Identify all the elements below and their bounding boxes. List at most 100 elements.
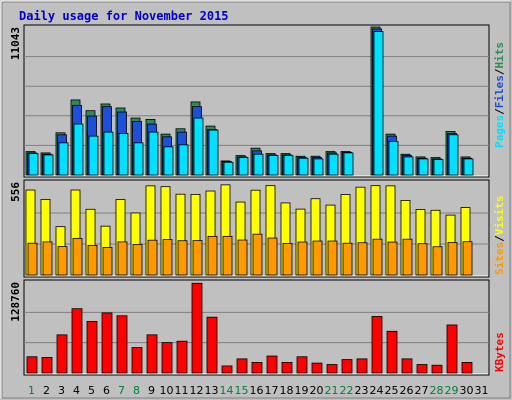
bar-pages-17 bbox=[268, 155, 279, 176]
bar-sites-6 bbox=[102, 247, 113, 276]
bar-pages-7 bbox=[118, 133, 129, 176]
bar-kbytes-21 bbox=[326, 364, 338, 374]
bar-sites-2 bbox=[42, 241, 53, 276]
x-tick-label-18: 18 bbox=[280, 384, 294, 397]
x-tick-label-28: 28 bbox=[430, 384, 444, 397]
bar-sites-27 bbox=[417, 243, 428, 276]
x-tick-label-12: 12 bbox=[190, 384, 204, 397]
bar-kbytes-27 bbox=[416, 364, 428, 374]
bar-kbytes-15 bbox=[236, 358, 248, 374]
bar-kbytes-24 bbox=[371, 316, 383, 374]
bar-kbytes-22 bbox=[341, 359, 353, 374]
bar-sites-21 bbox=[327, 240, 338, 276]
bar-sites-20 bbox=[312, 240, 323, 276]
bar-sites-19 bbox=[297, 241, 308, 276]
bar-kbytes-14 bbox=[221, 365, 233, 374]
x-tick-label-11: 11 bbox=[175, 384, 189, 397]
bar-kbytes-12 bbox=[191, 282, 203, 374]
x-tick-label-20: 20 bbox=[310, 384, 324, 397]
x-tick-label-10: 10 bbox=[160, 384, 174, 397]
bar-pages-13 bbox=[208, 129, 219, 176]
bar-pages-6 bbox=[103, 131, 114, 176]
x-tick-label-27: 27 bbox=[415, 384, 429, 397]
bar-kbytes-16 bbox=[251, 361, 263, 374]
bar-pages-4 bbox=[73, 123, 84, 176]
bar-sites-15 bbox=[237, 239, 248, 276]
panel-kbytes: 128760 KBytes bbox=[9, 279, 506, 376]
bar-sites-26 bbox=[402, 238, 413, 276]
x-tick-label-30: 30 bbox=[460, 384, 474, 397]
y-max-label: 556 bbox=[9, 182, 22, 202]
x-tick-label-17: 17 bbox=[265, 384, 279, 397]
bar-pages-28 bbox=[433, 159, 444, 176]
x-tick-label-7: 7 bbox=[118, 384, 125, 397]
bar-sites-29 bbox=[447, 242, 458, 276]
legend-separator: / bbox=[493, 68, 506, 75]
x-tick-label-6: 6 bbox=[103, 384, 110, 397]
bar-sites-8 bbox=[132, 243, 143, 276]
bar-kbytes-5 bbox=[86, 321, 98, 374]
bar-kbytes-8 bbox=[131, 347, 143, 374]
bar-pages-11 bbox=[178, 144, 189, 176]
bar-kbytes-2 bbox=[41, 357, 53, 374]
bar-pages-16 bbox=[253, 153, 264, 176]
bar-kbytes-25 bbox=[386, 330, 398, 374]
bar-pages-30 bbox=[463, 158, 474, 176]
x-tick-label-29: 29 bbox=[445, 384, 459, 397]
x-tick-label-26: 26 bbox=[400, 384, 414, 397]
bar-sites-10 bbox=[162, 239, 173, 276]
x-tick-label-3: 3 bbox=[58, 384, 65, 397]
bar-sites-24 bbox=[372, 238, 383, 276]
legend-entry-sites: Sites bbox=[493, 242, 506, 275]
bar-pages-8 bbox=[133, 142, 144, 176]
bar-kbytes-1 bbox=[26, 356, 38, 374]
bar-sites-30 bbox=[462, 241, 473, 276]
bar-kbytes-18 bbox=[281, 361, 293, 374]
bar-sites-12 bbox=[192, 240, 203, 276]
bar-kbytes-26 bbox=[401, 358, 413, 374]
bar-kbytes-28 bbox=[431, 364, 443, 374]
bar-pages-22 bbox=[343, 152, 354, 176]
x-tick-label-2: 2 bbox=[43, 384, 50, 397]
y-max-label: 11043 bbox=[9, 27, 22, 60]
bar-kbytes-10 bbox=[161, 342, 173, 374]
bar-sites-28 bbox=[432, 246, 443, 276]
bar-pages-19 bbox=[298, 157, 309, 176]
x-tick-label-15: 15 bbox=[235, 384, 249, 397]
bar-kbytes-30 bbox=[461, 361, 473, 374]
legend-entry-hits: Hits bbox=[493, 42, 506, 69]
bar-sites-17 bbox=[267, 237, 278, 276]
legend-kbytes: KBytes bbox=[493, 332, 506, 372]
bar-kbytes-6 bbox=[101, 312, 113, 374]
x-tick-label-8: 8 bbox=[133, 384, 140, 397]
x-tick-label-9: 9 bbox=[148, 384, 155, 397]
bar-pages-5 bbox=[88, 135, 99, 176]
bar-sites-13 bbox=[207, 235, 218, 276]
bar-sites-16 bbox=[252, 233, 263, 276]
legend-visits-sites: Sites/Visits bbox=[493, 196, 506, 276]
bar-kbytes-23 bbox=[356, 358, 368, 374]
x-tick-label-14: 14 bbox=[220, 384, 234, 397]
bar-pages-1 bbox=[28, 153, 39, 176]
legend-entry-files: Files bbox=[493, 75, 506, 108]
x-tick-label-5: 5 bbox=[88, 384, 95, 397]
y-max-label: 128760 bbox=[9, 282, 22, 322]
bar-kbytes-20 bbox=[311, 362, 323, 374]
bar-sites-3 bbox=[57, 246, 68, 276]
bar-pages-2 bbox=[43, 154, 54, 176]
bar-sites-14 bbox=[222, 235, 233, 276]
bar-sites-22 bbox=[342, 242, 353, 276]
bar-pages-21 bbox=[328, 153, 339, 176]
legend-separator: / bbox=[493, 235, 506, 242]
x-tick-label-22: 22 bbox=[340, 384, 354, 397]
bar-sites-5 bbox=[87, 244, 98, 276]
x-tick-label-21: 21 bbox=[325, 384, 339, 397]
bar-pages-20 bbox=[313, 158, 324, 176]
bar-pages-26 bbox=[403, 156, 414, 176]
x-tick-label-19: 19 bbox=[295, 384, 309, 397]
bar-kbytes-13 bbox=[206, 316, 218, 374]
bar-kbytes-4 bbox=[71, 308, 83, 374]
legend-separator: / bbox=[493, 108, 506, 115]
